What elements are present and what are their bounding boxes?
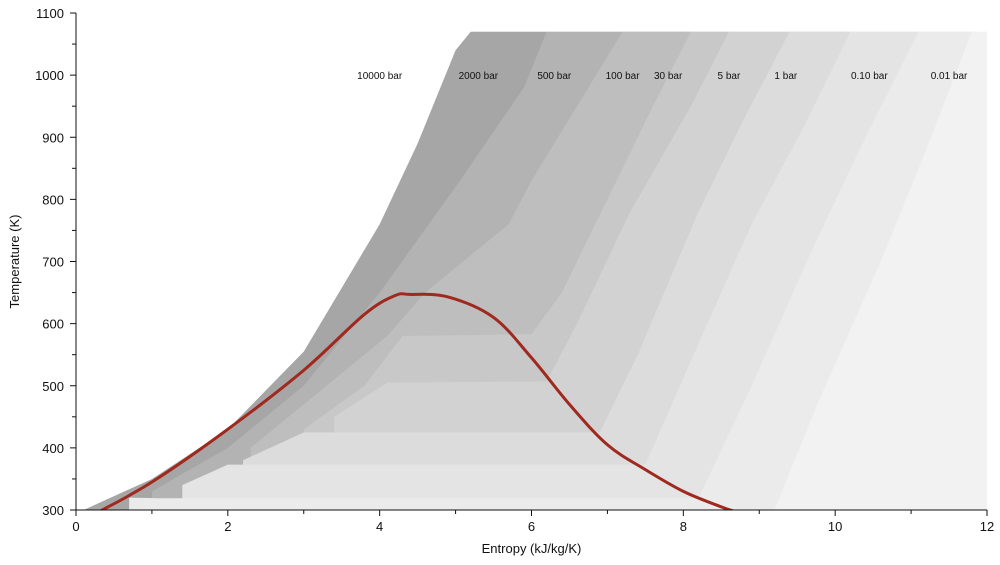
isobar-label: 0.01 bar xyxy=(931,71,968,82)
isobar-labels: 10000 bar 2000 bar 500 bar 100 bar 30 bar 5 b… xyxy=(357,71,968,82)
y-tick-label: 700 xyxy=(42,255,64,270)
y-tick-label: 900 xyxy=(42,130,64,145)
x-tick-label: 8 xyxy=(680,519,687,534)
x-axis-title: Entropy (kJ/kg/K) xyxy=(482,541,582,556)
x-tick-label: 2 xyxy=(224,519,231,534)
y-tick-label: 800 xyxy=(42,192,64,207)
x-tick-label: 6 xyxy=(528,519,535,534)
y-tick-label: 1100 xyxy=(36,6,64,21)
isobar-label: 100 bar xyxy=(606,71,641,82)
isobar-label: 2000 bar xyxy=(459,71,499,82)
y-axis-ticks: 300 400 500 600 700 800 900 1000 1100 xyxy=(35,6,76,518)
saturation-curve xyxy=(99,292,736,510)
x-tick-label: 0 xyxy=(72,519,79,534)
isobar-label: 500 bar xyxy=(537,71,572,82)
axes: 0 2 4 6 8 10 12 30040050060070080090010001100 … xyxy=(7,6,994,556)
y-tick-label: 1000 xyxy=(35,68,64,83)
isobar-region xyxy=(129,31,987,510)
y-tick-label: 600 xyxy=(42,317,64,332)
y-axis-title: Temperature (K) xyxy=(7,215,22,309)
x-tick-label: 12 xyxy=(980,519,994,534)
plot-top-mask xyxy=(76,0,1000,32)
isobar-region xyxy=(83,31,987,510)
y-tick-label: 500 xyxy=(42,379,64,394)
isobar-label: 10000 bar xyxy=(357,71,403,82)
x-tick-label: 4 xyxy=(376,519,383,534)
y-tick-label: 300 xyxy=(42,503,64,518)
isobar-label: 30 bar xyxy=(654,71,683,82)
isobar-label: 0.10 bar xyxy=(851,71,888,82)
x-tick-label: 10 xyxy=(828,519,842,534)
saturation-dome xyxy=(99,292,736,510)
isobar-regions xyxy=(76,0,1000,510)
isobar-label: 5 bar xyxy=(717,71,740,82)
y-tick-label: 400 xyxy=(42,441,64,456)
x-axis-ticks: 0 2 4 6 8 10 12 xyxy=(72,510,994,534)
isobar-label: 1 bar xyxy=(774,71,797,82)
